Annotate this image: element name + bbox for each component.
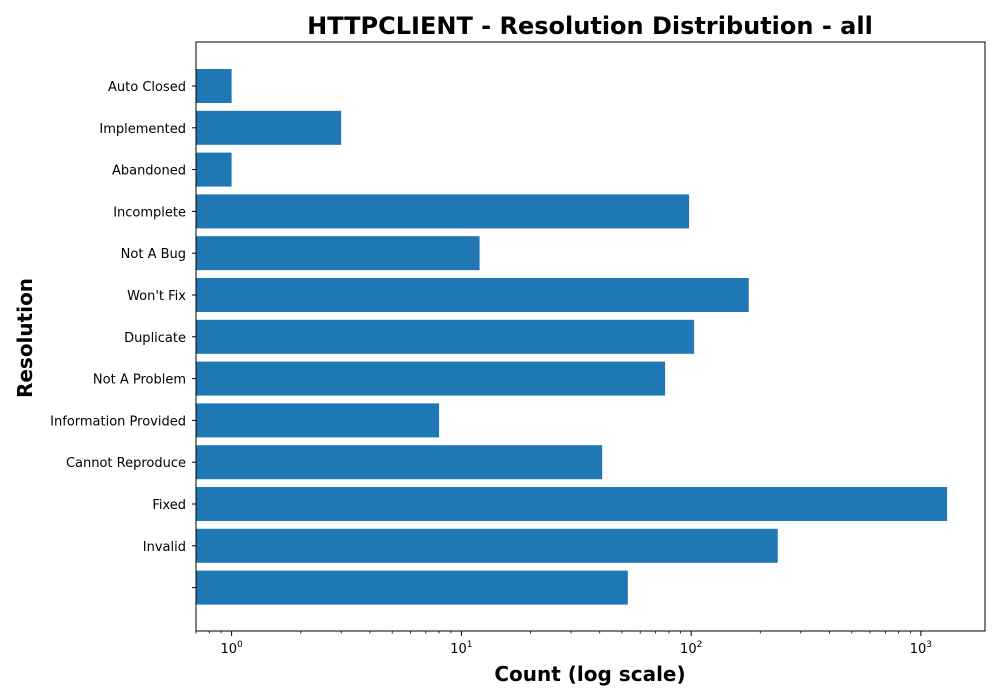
y-axis: Auto Closed Implemented Abandoned Incomplet… <box>50 80 196 589</box>
bar <box>196 152 232 187</box>
bar <box>196 528 778 563</box>
y-tick-label: Duplicate <box>124 331 186 346</box>
y-tick-label: Fixed <box>152 498 186 513</box>
x-tick-label: 100 <box>220 640 243 657</box>
bar <box>196 236 480 271</box>
y-tick-label: Invalid <box>143 540 186 555</box>
x-axis: 100 101 102 103 <box>195 631 932 657</box>
bar <box>196 319 695 354</box>
bar <box>196 487 948 521</box>
bar <box>196 361 666 396</box>
y-tick-label: Information Provided <box>50 414 186 429</box>
bar <box>196 194 690 229</box>
y-tick-label: Not A Problem <box>93 373 186 388</box>
x-tick-label: 101 <box>450 640 472 657</box>
y-axis-label: Resolution <box>13 278 37 398</box>
bar <box>196 278 749 312</box>
y-tick-label: Abandoned <box>112 164 186 179</box>
chart-title: HTTPCLIENT - Resolution Distribution - a… <box>307 12 873 40</box>
x-tick-label: 102 <box>680 640 702 657</box>
bar <box>196 445 603 480</box>
y-tick-label: Auto Closed <box>108 80 186 95</box>
bar <box>196 69 232 103</box>
bar <box>196 570 628 605</box>
y-tick-label: Cannot Reproduce <box>66 456 186 471</box>
y-tick-label: Incomplete <box>113 205 186 220</box>
y-tick-label: Not A Bug <box>121 247 186 262</box>
x-axis-label: Count (log scale) <box>494 662 685 686</box>
y-tick-label: Implemented <box>99 122 186 137</box>
bar <box>196 110 342 145</box>
x-tick-label: 103 <box>910 640 932 657</box>
bar <box>196 403 440 438</box>
y-tick-label: Won't Fix <box>127 289 186 304</box>
bars-group <box>196 69 948 605</box>
